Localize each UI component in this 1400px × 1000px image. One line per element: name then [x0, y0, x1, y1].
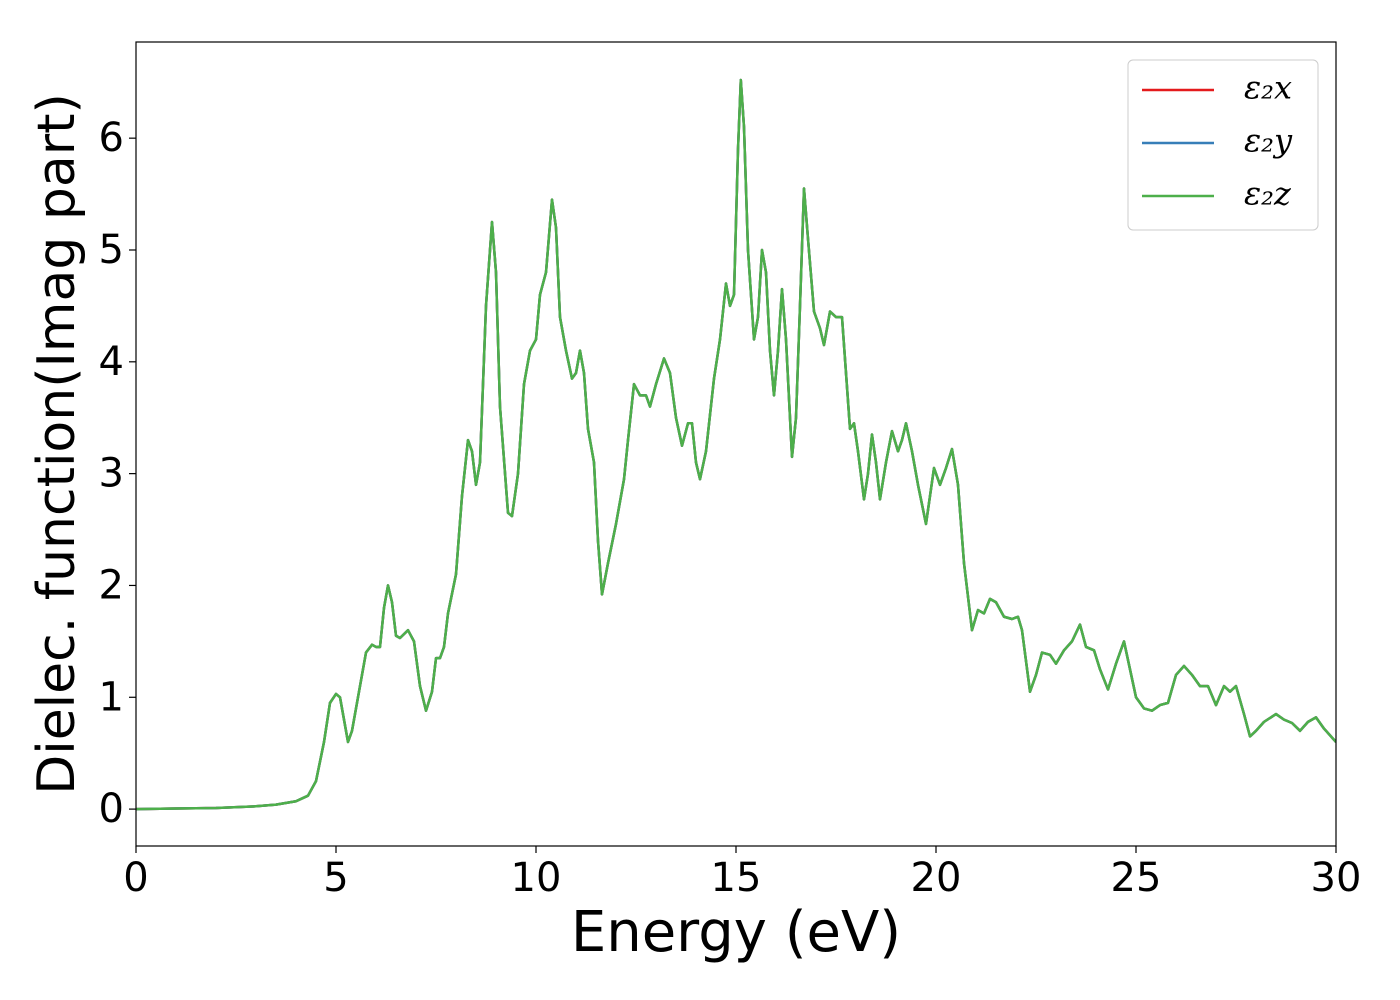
y-tick-label: 0: [99, 786, 124, 832]
y-tick-label: 1: [99, 674, 124, 720]
legend-label: ε₂y: [1244, 122, 1293, 160]
y-tick-label: 3: [99, 451, 124, 497]
y-tick-label: 6: [99, 115, 124, 161]
plot-area: [136, 78, 1336, 811]
x-tick-label: 0: [123, 855, 148, 901]
x-tick-label: 30: [1311, 855, 1362, 901]
y-tick-label: 2: [99, 562, 124, 608]
legend-box: [1127, 59, 1319, 231]
legend-label: ε₂x: [1244, 69, 1292, 107]
series-line: [136, 78, 1336, 811]
x-axis-label: Energy (eV): [571, 900, 901, 965]
y-tick-label: 4: [99, 339, 124, 385]
legend-label: ε₂z: [1244, 175, 1292, 213]
x-tick-label: 15: [711, 855, 762, 901]
x-tick-label: 10: [511, 855, 562, 901]
x-tick-label: 20: [911, 855, 962, 901]
x-tick-label: 25: [1111, 855, 1162, 901]
y-tick-label: 5: [99, 227, 124, 273]
x-tick-label: 5: [323, 855, 348, 901]
y-axis-label: Dielec. function(Imag part): [27, 93, 87, 795]
